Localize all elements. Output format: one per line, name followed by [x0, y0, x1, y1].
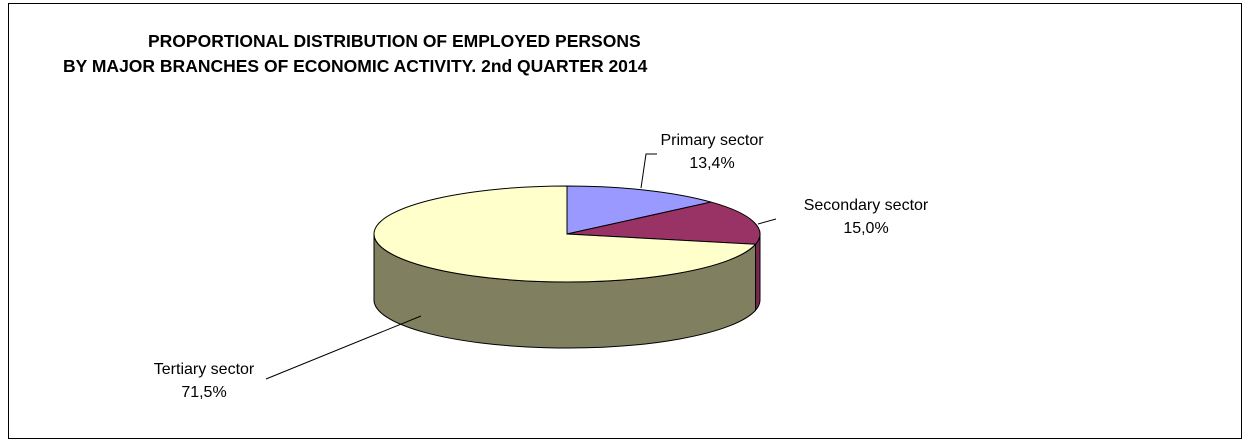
- slice-label-value-primary-sector: 13,4%: [689, 155, 734, 172]
- slice-label-name-primary-sector: Primary sector: [660, 132, 764, 149]
- slice-tertiary-sector: [373, 185, 757, 283]
- slice-secondary-sector: [566, 201, 761, 245]
- pie-tops: [373, 185, 761, 283]
- leader-line-tertiary-sector: [265, 315, 422, 380]
- leader-line-primary-sector: [640, 153, 657, 189]
- slice-label-value-tertiary-sector: 71,5%: [181, 384, 226, 401]
- slice-label-value-secondary-sector: 15,0%: [843, 220, 888, 237]
- slice-side-secondary-sector: [755, 233, 761, 312]
- chart-title-line-1: PROPORTIONAL DISTRIBUTION OF EMPLOYED PE…: [148, 31, 641, 51]
- slice-primary-sector: [566, 185, 712, 235]
- slice-label-name-secondary-sector: Secondary sector: [804, 197, 929, 214]
- chart-title-line-2: BY MAJOR BRANCHES OF ECONOMIC ACTIVITY. …: [63, 56, 648, 76]
- leader-lines: [265, 153, 777, 380]
- leader-line-secondary-sector: [757, 218, 777, 225]
- slice-labels: Primary sector 13,4% Secondary sector 15,0%…: [154, 132, 929, 401]
- slice-label-name-tertiary-sector: Tertiary sector: [154, 361, 255, 378]
